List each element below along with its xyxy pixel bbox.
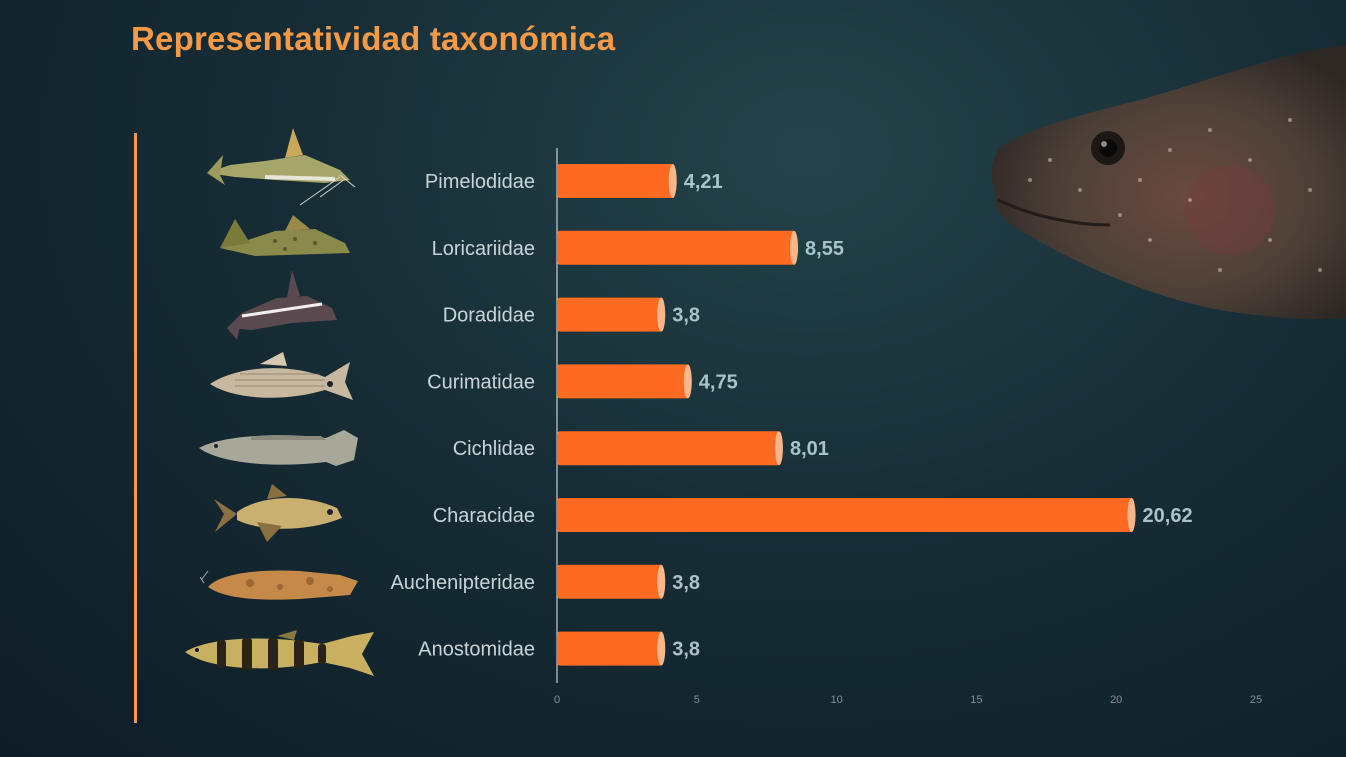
value-label: 3,8 bbox=[672, 639, 700, 661]
bar-doradidae bbox=[557, 297, 666, 332]
bar-rect bbox=[557, 364, 690, 399]
bar-rect bbox=[557, 164, 675, 198]
catfish-icon bbox=[207, 128, 356, 206]
value-label: 4,75 bbox=[699, 371, 738, 393]
bar-cap bbox=[683, 364, 692, 399]
category-label: Curimatidae bbox=[427, 371, 535, 393]
bar-rect bbox=[557, 564, 664, 599]
value-label: 8,01 bbox=[790, 438, 829, 460]
curimatid-icon bbox=[210, 352, 353, 400]
x-tick-label: 5 bbox=[694, 694, 700, 706]
bar-curimatidae bbox=[557, 364, 692, 399]
value-label: 20,62 bbox=[1143, 505, 1193, 527]
bar-pimelodidae bbox=[557, 164, 677, 198]
bar-cap bbox=[657, 297, 666, 332]
x-tick-label: 10 bbox=[830, 694, 842, 706]
bar-cap bbox=[1127, 498, 1136, 532]
bar-rect bbox=[557, 631, 664, 666]
fish-head-photo bbox=[991, 45, 1346, 320]
characid-icon bbox=[214, 484, 342, 542]
bar-auchenipteridae bbox=[557, 564, 666, 599]
bar-cap bbox=[790, 230, 799, 265]
bar-rect bbox=[557, 230, 797, 265]
category-label: Anostomidae bbox=[418, 639, 535, 661]
category-label: Auchenipteridae bbox=[390, 572, 535, 594]
x-tick-label: 25 bbox=[1250, 694, 1262, 706]
bar-rect bbox=[557, 498, 1134, 532]
value-label: 4,21 bbox=[684, 171, 723, 193]
bar-loricariidae bbox=[557, 230, 799, 265]
auchenipterid-icon bbox=[200, 570, 358, 600]
value-label: 8,55 bbox=[805, 238, 844, 260]
accent-line bbox=[134, 133, 137, 723]
x-tick-label: 15 bbox=[970, 694, 982, 706]
x-tick-label: 20 bbox=[1110, 694, 1122, 706]
doradid-icon bbox=[227, 270, 337, 340]
bar-rect bbox=[557, 431, 781, 466]
category-label: Cichlidae bbox=[453, 438, 535, 460]
bar-characidae bbox=[557, 498, 1136, 532]
bar-cap bbox=[657, 631, 666, 666]
bar-cap bbox=[774, 431, 783, 466]
cichlid-icon bbox=[199, 430, 358, 466]
bar-cap bbox=[657, 564, 666, 599]
category-label: Pimelodidae bbox=[425, 171, 535, 193]
category-label: Characidae bbox=[433, 505, 535, 527]
bar-rect bbox=[557, 297, 664, 332]
pleco-icon bbox=[220, 215, 350, 256]
bar-cap bbox=[668, 164, 677, 198]
anostomid-icon bbox=[185, 630, 374, 676]
bar-cichlidae bbox=[557, 431, 783, 466]
bar-anostomidae bbox=[557, 631, 666, 666]
category-label: Doradidae bbox=[443, 305, 535, 327]
value-label: 3,8 bbox=[672, 305, 700, 327]
x-tick-label: 0 bbox=[554, 694, 560, 706]
value-label: 3,8 bbox=[672, 572, 700, 594]
page-title: Representatividad taxonómica bbox=[131, 20, 616, 57]
category-label: Loricariidae bbox=[432, 238, 535, 260]
